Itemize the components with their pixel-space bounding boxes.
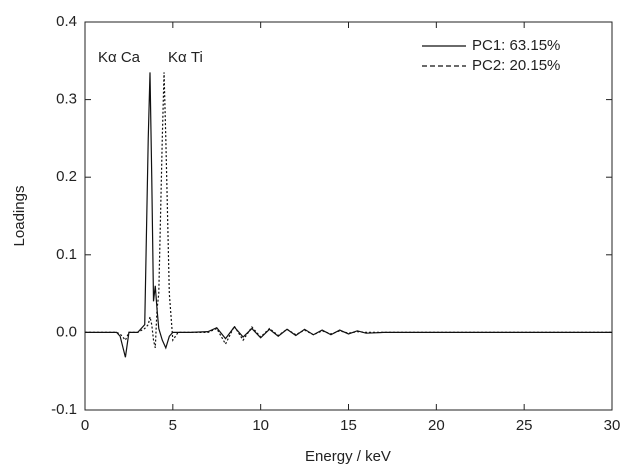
y-tick-label: 0.3 bbox=[56, 91, 77, 108]
x-tick-label: 0 bbox=[81, 417, 89, 434]
x-tick-label: 20 bbox=[428, 417, 445, 434]
x-tick-label: 15 bbox=[340, 417, 357, 434]
y-tick-label: -0.1 bbox=[51, 401, 77, 418]
legend-label: PC2: 20.15% bbox=[472, 57, 560, 74]
annotation: Kα Ca bbox=[98, 49, 141, 66]
data-line bbox=[85, 72, 612, 349]
x-tick-label: 5 bbox=[169, 417, 177, 434]
y-tick-label: 0.2 bbox=[56, 168, 77, 185]
y-tick-label: 0.4 bbox=[56, 13, 77, 30]
annotation: Kα Ti bbox=[168, 49, 203, 66]
x-tick-label: 30 bbox=[604, 417, 621, 434]
y-tick-label: 0.1 bbox=[56, 246, 77, 263]
legend-label: PC1: 63.15% bbox=[472, 37, 560, 54]
y-axis-label: Loadings bbox=[11, 186, 28, 247]
x-tick-label: 25 bbox=[516, 417, 533, 434]
x-axis-label: Energy / keV bbox=[305, 448, 391, 465]
y-tick-label: 0.0 bbox=[56, 323, 77, 340]
x-tick-label: 10 bbox=[252, 417, 269, 434]
data-line bbox=[85, 72, 612, 358]
